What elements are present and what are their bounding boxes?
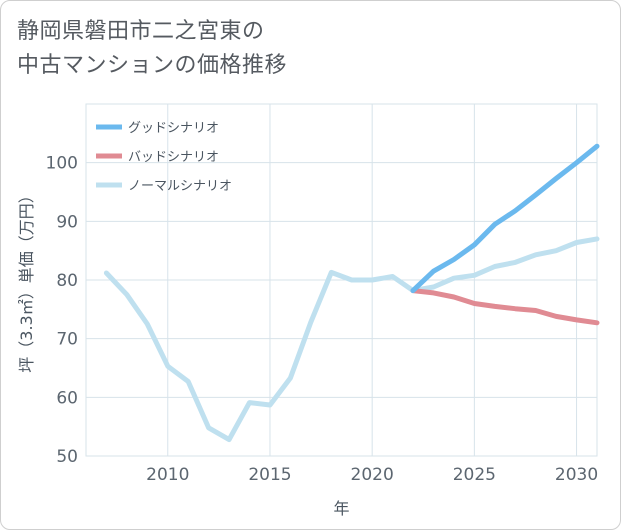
x-tick-label: 2015 bbox=[248, 465, 291, 485]
y-tick-label: 70 bbox=[56, 330, 78, 350]
series-line-2 bbox=[103, 236, 600, 443]
chart-title: 静岡県磐田市二之宮東の 中古マンションの価格推移 bbox=[17, 15, 287, 83]
axis-ticks: 50 60 70 80 90 100 2010 2015 2020 2025 2030 bbox=[46, 154, 599, 485]
x-tick-label: 2025 bbox=[453, 465, 496, 485]
legend-label: ノーマルシナリオ bbox=[128, 179, 232, 194]
chart-title-line-1: 静岡県磐田市二之宮東の bbox=[17, 19, 265, 44]
y-tick-label: 60 bbox=[56, 388, 78, 408]
series-line-1 bbox=[410, 288, 600, 326]
legend-label: バッドシナリオ bbox=[128, 150, 219, 165]
x-tick-label: 2010 bbox=[146, 465, 189, 485]
y-tick-label: 80 bbox=[56, 271, 78, 291]
series-line-0 bbox=[410, 143, 600, 294]
y-axis-label: 坪（3.3㎡）単価（万円） bbox=[17, 187, 36, 372]
chart-title-line-2: 中古マンションの価格推移 bbox=[17, 53, 288, 78]
y-tick-label: 50 bbox=[56, 447, 78, 467]
x-tick-label: 2030 bbox=[555, 465, 598, 485]
x-tick-label: 2020 bbox=[351, 465, 394, 485]
x-axis-label: 年 bbox=[333, 499, 349, 518]
legend-label: グッドシナリオ bbox=[128, 121, 219, 136]
y-tick-label: 90 bbox=[56, 212, 78, 232]
y-tick-label: 100 bbox=[46, 154, 78, 174]
series-lines bbox=[103, 143, 600, 443]
